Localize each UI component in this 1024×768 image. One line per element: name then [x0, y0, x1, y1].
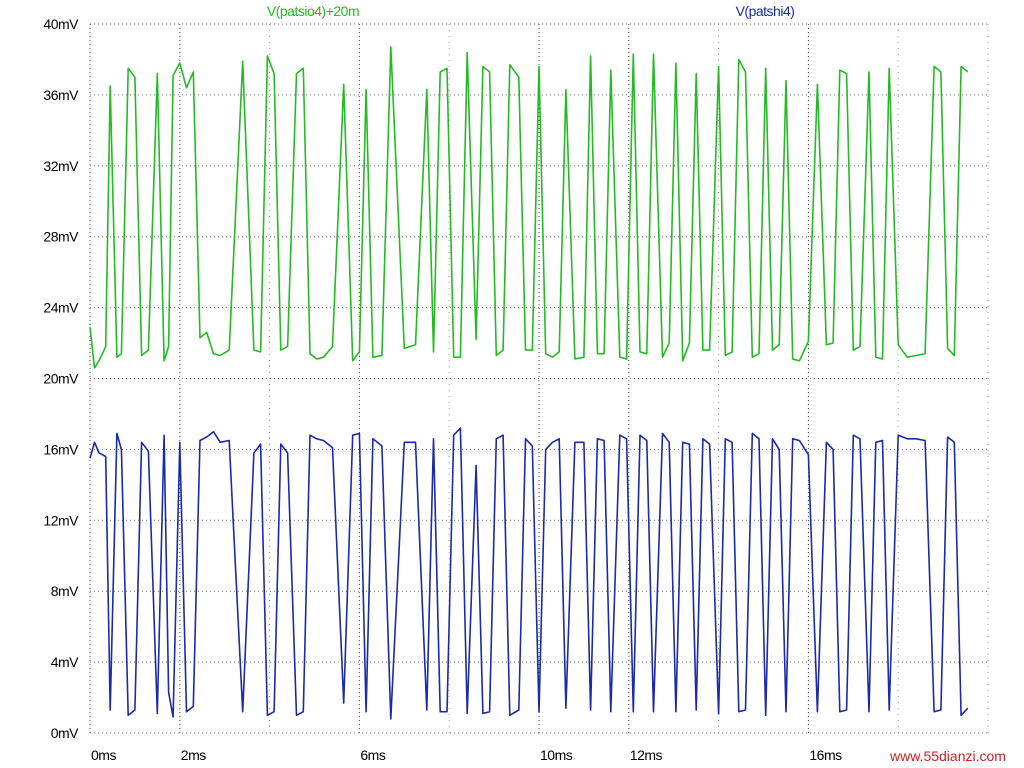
x-tick-label: 12ms: [630, 747, 663, 763]
y-axis-ticks: 0mV 4mV 8mV 12mV 16mV 20mV 24mV 28mV 32mV 36mV 40m…: [43, 16, 79, 741]
y-tick-label: 32mV: [43, 158, 79, 174]
y-tick-label: 20mV: [43, 371, 79, 387]
x-axis-ticks: 0ms 2ms 6ms 10ms 12ms 16ms: [91, 747, 843, 763]
watermark-text: www.55dianzi.com: [889, 748, 1006, 764]
legend-label-patshi4: V(patshi4): [736, 3, 795, 19]
x-tick-label: 2ms: [181, 747, 206, 763]
legend-label-patsio4: V(patsio4)+20m: [267, 3, 359, 19]
y-tick-label: 16mV: [43, 441, 79, 457]
y-tick-label: 36mV: [43, 87, 79, 103]
y-tick-label: 40mV: [43, 16, 79, 32]
series-layer: [89, 46, 969, 720]
y-tick-label: 8mV: [51, 583, 79, 599]
y-tick-label: 28mV: [43, 229, 79, 245]
legend: V(patsio4)+20m V(patshi4): [267, 3, 795, 19]
y-tick-label: 12mV: [43, 512, 79, 528]
series-line-patsio4: [89, 46, 969, 369]
y-tick-label: 24mV: [43, 300, 79, 316]
x-tick-label: 16ms: [809, 747, 842, 763]
x-tick-label: 10ms: [540, 747, 573, 763]
series-line-patshi4: [89, 427, 969, 720]
x-tick-label: 6ms: [360, 747, 385, 763]
y-tick-label: 4mV: [51, 654, 79, 670]
grid-layer: [89, 23, 989, 734]
y-tick-label: 0mV: [51, 725, 79, 741]
x-tick-label: 0ms: [91, 747, 116, 763]
